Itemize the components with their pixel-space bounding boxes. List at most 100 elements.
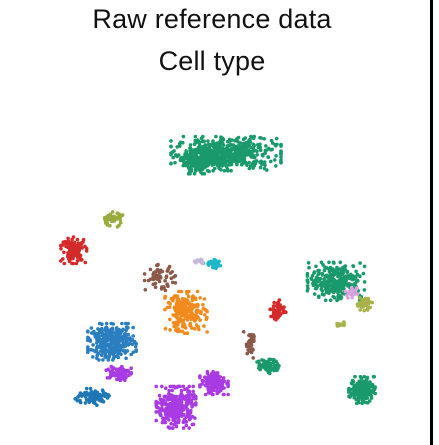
scatter-point [117,327,121,332]
scatter-point [204,384,208,388]
scatter-point [190,295,195,300]
scatter-point [154,402,158,406]
scatter-point [107,376,112,380]
scatter-point [120,321,124,326]
scatter-point [73,397,77,401]
scatter-point [160,402,164,406]
scatter-point [163,412,168,417]
scatter-point [309,276,314,281]
scatter-point [321,262,325,267]
scatter-point [205,315,209,320]
scatter-point [251,348,255,352]
scatter-point [188,321,193,326]
scatter-point [133,340,137,345]
scatter-point [362,387,366,391]
scatter-point [203,392,208,397]
scatter-point [245,141,249,145]
scatter-point [195,289,200,294]
scatter-point [277,364,281,368]
scatter-point [336,294,340,299]
scatter-point [197,150,202,155]
scatter-point [71,253,75,257]
scatter-point [358,261,362,265]
scatter-point [78,244,83,248]
scatter-point [187,417,192,422]
scatter-point [341,270,346,275]
cluster-blue-large [86,321,138,362]
scatter-point [198,144,202,149]
scatter-point [360,380,364,384]
scatter-point [263,163,267,167]
scatter-point [262,160,267,164]
scatter-point [244,342,249,347]
scatter-point [334,286,339,290]
scatter-point [274,136,279,141]
scatter-point [207,386,212,391]
scatter-point [107,337,111,342]
scatter-point [110,368,115,372]
scatter-point [227,163,231,167]
scatter-point [174,421,179,425]
scatter-point [143,288,148,292]
scatter-point [184,149,188,153]
scatter-point [118,220,123,225]
scatter-point [201,261,205,266]
scatter-point [245,351,249,356]
scatter-point [115,225,120,229]
scatter-point [207,381,211,386]
scatter-point [187,302,192,306]
scatter-point [219,155,223,159]
scatter-point [348,290,352,295]
scatter-point [118,345,123,350]
scatter-point [201,134,205,139]
scatter-point [131,334,135,338]
scatter-point [62,261,67,266]
scatter-point [185,386,189,391]
scatter-point [358,393,362,398]
scatter-point [122,344,126,349]
scatter-point [354,278,359,282]
cluster-cyan [201,257,223,271]
scatter-point [100,399,105,403]
scatter-point [215,374,220,378]
scatter-point [345,269,350,274]
scatter-point [209,259,213,264]
scatter-point [194,260,198,265]
scatter-point [170,270,174,274]
scatter-point [266,365,271,369]
scatter-point [86,338,90,343]
scatter-point [185,403,189,407]
scatter-point [188,143,193,147]
scatter-point [95,353,99,358]
scatter-point [103,348,107,353]
scatter-point [211,375,215,380]
scatter-point [89,389,94,394]
scatter-point [241,150,246,155]
scatter-point [190,326,194,330]
scatter-point [154,384,158,389]
scatter-point [352,388,356,392]
scatter-point [179,388,184,393]
scatter-point [110,219,114,224]
scatter-point [306,286,310,291]
scatter-point [255,360,259,364]
scatter-point [252,337,256,342]
scatter-point [119,375,123,380]
scatter-point [362,383,367,388]
scatter-point [186,294,191,299]
scatter-point [332,295,337,300]
scatter-point [318,283,322,287]
scatter-point [166,284,170,289]
scatter-point [178,399,182,404]
scatter-point [351,293,355,297]
scatter-point [156,262,160,267]
scatter-point [192,171,197,176]
scatter-point [170,401,175,405]
scatter-point [362,288,367,292]
scatter-point [249,134,253,139]
scatter-point [228,158,233,162]
scatter-point [196,160,200,165]
scatter-point [87,396,92,401]
scatter-point [351,264,356,269]
scatter-point [354,401,359,406]
